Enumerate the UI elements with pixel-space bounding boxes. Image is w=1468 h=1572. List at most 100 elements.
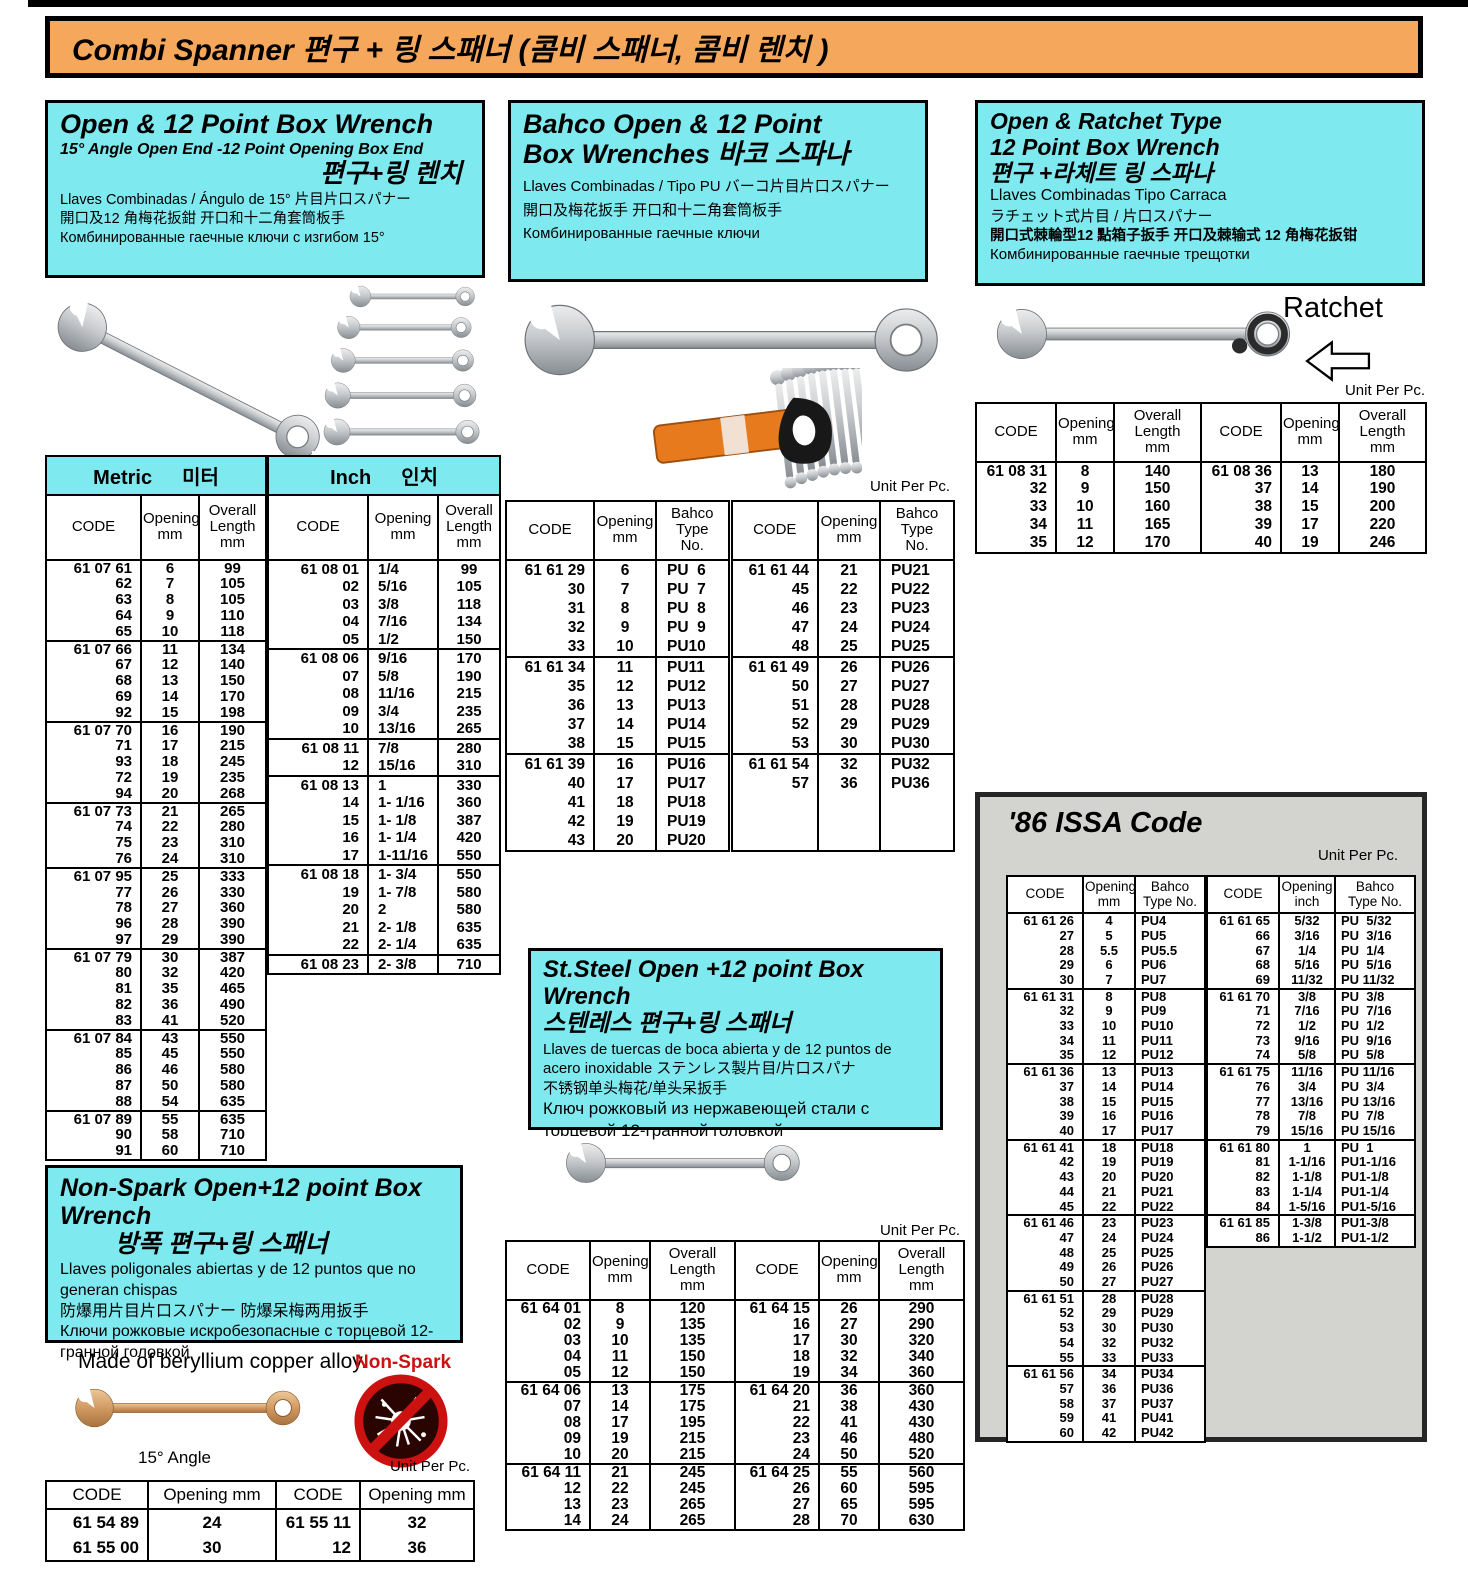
- table-group: 61 61 75 11/16 PU 11/16 76 3/4 PU 3/4 77 13/16 P…: [1207, 1064, 1415, 1140]
- table-row: 35 12 PU12 50 27 PU27: [506, 676, 954, 696]
- table-row: 61 61 56 34 PU34: [1007, 1366, 1205, 1382]
- table-row: 61 61 46 23 PU23: [1007, 1215, 1205, 1231]
- col-code: CODE: [1200, 403, 1281, 462]
- col-opening: Opening mm: [147, 1481, 276, 1510]
- table-row: 64 9 110: [46, 607, 267, 624]
- table-row: 48 25 PU25: [1007, 1245, 1205, 1261]
- made-of-note: Made of beryllium copper alloy.: [78, 1350, 368, 1373]
- table-row: 49 26 PU26: [1007, 1260, 1205, 1276]
- stainless-wrench-image: [558, 1136, 803, 1195]
- table-group: 61 54 89 24 61 55 11 32 61 55 00 30 12 36: [46, 1509, 474, 1562]
- metric-caption-en: Metric: [93, 467, 153, 489]
- table-row: 10 13/16 265: [268, 720, 501, 739]
- col-length: Overall Length mm: [437, 495, 501, 560]
- col-length: Overall Length mm: [649, 1241, 735, 1300]
- table-row: 61 07 61 6 99: [46, 559, 267, 577]
- table-row: 61 61 34 11 PU11 61 61 49 26 PU26: [506, 656, 954, 677]
- issa-inch-table: CODE Opening inch Bahco Type No. 61 61 6…: [1206, 875, 1416, 1248]
- inch-caption: Inch 인치: [268, 456, 501, 495]
- col-bahco-type: Bahco Type No.: [1134, 876, 1205, 914]
- table-row: 28 5.5 PU5.5: [1007, 943, 1205, 959]
- table-row: 05 1/2 150: [268, 630, 501, 650]
- bahco-wrench-image: [512, 292, 942, 393]
- table-row: 61 61 80 1 PU 1: [1207, 1139, 1415, 1156]
- bahco-table: CODE Opening mm Bahco Type No. CODE Open…: [505, 500, 955, 852]
- table-row: 61 61 85 1-3/8 PU1-3/8: [1207, 1215, 1415, 1231]
- col-bahco-type: Bahco Type No.: [1334, 876, 1415, 914]
- table-group: 61 61 51 28 PU28 52 29 PU29 53 30 PU30 54 32 PU32 55…: [1007, 1290, 1205, 1367]
- ratchet-line-cn: 開口式棘輪型12 點箱子扳手 开口及棘输式 12 角梅花扳钳: [990, 227, 1358, 244]
- table-row: 30 7 PU7: [1007, 972, 1205, 989]
- table-group: 61 07 73 21 265 74 22 280 75 23 310 76 24 310: [46, 802, 267, 868]
- table-row: 61 61 41 18 PU18: [1007, 1139, 1205, 1156]
- table-row: 61 55 00 30 12 36: [46, 1535, 474, 1562]
- table-group: 61 61 46 23 PU23 47 24 PU24 48 25 PU25 49 26 PU26 50…: [1007, 1215, 1205, 1291]
- table-row: 61 61 26 4 PU4: [1007, 913, 1205, 929]
- open12-title: Open & 12 Point Box Wrench: [60, 109, 434, 139]
- table-row: 72 1/2 PU 1/2: [1207, 1019, 1415, 1034]
- nonspark-wrench-image: [68, 1382, 303, 1439]
- table-group: 61 07 95 25 333 77 26 330 78 27 360 96 28 390 97 29 39…: [46, 867, 267, 949]
- unit-per-pc-issa: Unit Per Pc.: [1317, 847, 1398, 864]
- table-group: 61 07 66 11 134 67 12 140 68 13 150 69 14 170 92 15 19…: [46, 640, 267, 722]
- table-group: 61 08 01 1/4 99 02 5/16 105 03 3/8 118 04 7/16 134 0…: [268, 559, 501, 650]
- table-row: 33 10 PU10: [1007, 1019, 1205, 1034]
- stsl-line-ru: Ключ рожковый из нержавеющей стали с тор…: [543, 1099, 870, 1141]
- metric-table: Metric 미터 CODE Opening mm Overall Length …: [45, 455, 268, 1162]
- page-title: Combi Spanner 편구 + 링 스패너 (콤비 스패너, 콤비 렌치 …: [72, 34, 829, 67]
- table-row: 94 20 268: [46, 785, 267, 803]
- table-group: 61 61 29 6 PU 6 61 61 44 21 PU21 30 7 PU 7 45 22 PU…: [506, 559, 954, 657]
- col-opening: Opening mm: [140, 495, 199, 560]
- bahco-line-ru: Комбинированные гаечные ключи: [523, 225, 760, 243]
- col-opening: Opening mm: [1082, 876, 1135, 914]
- table-row: 29 6 PU6: [1007, 958, 1205, 973]
- nonspark-column-headers: CODE Opening mm CODE Opening mm: [46, 1481, 474, 1510]
- ratchet-line-ru: Комбинированные гаечные трещотки: [990, 246, 1250, 264]
- table-row: 61 61 31 8 PU8: [1007, 988, 1205, 1005]
- table-row: 82 1-1/8 PU1-1/8: [1207, 1170, 1415, 1185]
- table-group: 61 64 06 13 175 61 64 20 36 360 07 14 175 21 38 430…: [506, 1381, 964, 1464]
- table-row: 61 07 95 25 333: [46, 867, 267, 885]
- table-row: 61 61 36 13 PU13: [1007, 1064, 1205, 1080]
- inch-column-headers: CODE Opening mm Overall Length mm: [268, 495, 501, 560]
- table-row: 91 60 710: [46, 1143, 267, 1161]
- table-row: 50 27 PU27: [1007, 1275, 1205, 1291]
- table-row: 13 23 265 27 65 595: [506, 1496, 964, 1513]
- col-length: Overall Length mm: [1338, 403, 1426, 462]
- table-group: 61 07 89 55 635 90 58 710 91 60 710: [46, 1110, 267, 1161]
- col-opening: Opening mm: [593, 501, 656, 560]
- table-row: 76 3/4 PU 3/4: [1207, 1079, 1415, 1095]
- table-row: 27 5 PU5: [1007, 928, 1205, 944]
- table-row: 39 16 PU16: [1007, 1109, 1205, 1124]
- table-row: 82 36 490: [46, 997, 267, 1013]
- table-row: 04 7/16 134: [268, 613, 501, 631]
- table-row: 69 11/32 PU 11/32: [1207, 972, 1415, 989]
- table-row: 42 19 PU19: [506, 811, 954, 831]
- bahco-title-2: Box Wrenches 바코 스파나: [523, 139, 850, 170]
- table-row: 04 11 150 18 32 340: [506, 1348, 964, 1365]
- table-row: 53 30 PU30: [1007, 1321, 1205, 1336]
- table-row: 32 9 150 37 14 190: [976, 480, 1426, 499]
- nonspark-line-ru: Ключи рожковые искробезопасные с торцево…: [60, 1323, 434, 1362]
- table-group: 61 08 31 8 140 61 08 36 13 180 32 9 150 37 14 190 33…: [976, 461, 1426, 553]
- table-row: 61 07 89 55 635: [46, 1110, 267, 1128]
- table-group: 61 61 85 1-3/8 PU1-3/8 86 1-1/2 PU1-1/2: [1207, 1215, 1415, 1247]
- issa-left-headers: CODE Opening mm Bahco Type No.: [1007, 876, 1205, 914]
- table-group: 61 61 80 1 PU 1 81 1-1/16 PU1-1/16 82 1-1/8 PU1-…: [1207, 1139, 1415, 1216]
- table-row: 62 7 105: [46, 576, 267, 593]
- nonspark-section-header: Non-Spark Open+12 point Box Wrench 방폭 편구…: [45, 1165, 463, 1361]
- table-row: 35 12 PU12: [1007, 1048, 1205, 1065]
- stsl-line-cn: 不锈钢单头梅花/单头呆扳手: [543, 1079, 728, 1097]
- table-row: 02 9 135 16 27 290: [506, 1316, 964, 1333]
- table-row: 22 2- 1/4 635: [268, 936, 501, 955]
- col-code: CODE: [296, 518, 340, 536]
- table-row: 61 08 01 1/4 99: [268, 559, 501, 579]
- table-row: 68 13 150: [46, 673, 267, 689]
- col-code: CODE: [734, 1241, 819, 1300]
- table-row: 03 10 135 17 30 320: [506, 1332, 964, 1349]
- table-row: 36 13 PU13 51 28 PU28: [506, 695, 954, 715]
- table-group: 61 61 36 13 PU13 37 14 PU14 38 15 PU15 39 16 PU16 40…: [1007, 1064, 1205, 1140]
- table-row: 73 9/16 PU 9/16: [1207, 1033, 1415, 1049]
- stsl-column-headers: CODE Opening mm Overall Length mm CODE O…: [506, 1241, 964, 1300]
